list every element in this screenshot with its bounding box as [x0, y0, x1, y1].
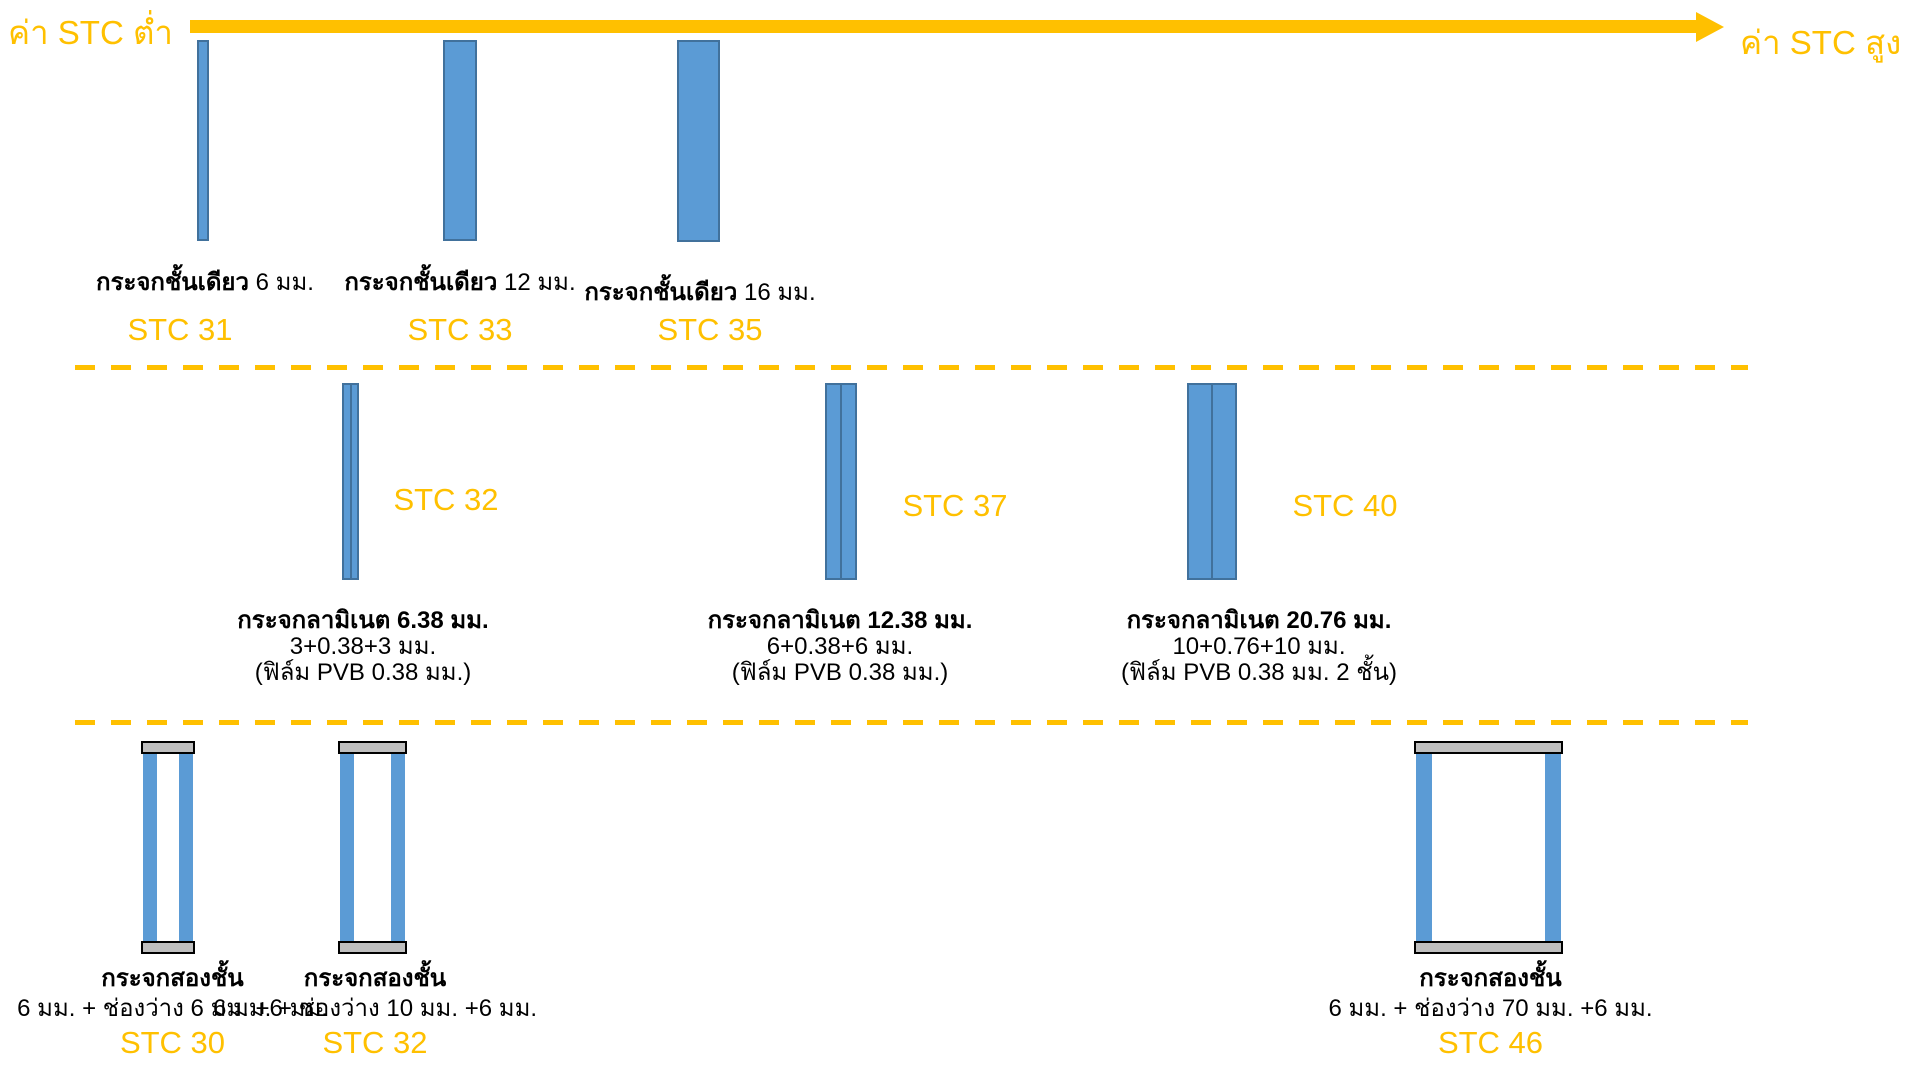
- stc-32-laminated-badge: STC 32: [393, 482, 499, 517]
- single-glass-12mm-label: กระจกชั้นเดียว 12 มม.: [344, 269, 576, 296]
- glass-pane: [179, 754, 193, 941]
- stc-35-badge: STC 35: [657, 312, 763, 347]
- spacer-bar: [141, 941, 195, 954]
- row-separator-dashed-line: [75, 720, 1748, 725]
- glass-pane: [391, 754, 405, 941]
- stc-37-badge: STC 37: [902, 488, 1008, 523]
- spacer-bar: [141, 741, 195, 754]
- laminated-glass-12.38mm-figure: [825, 383, 857, 580]
- laminated-glass-6.38mm-label: กระจกลามิเนต 6.38 มม. 3+0.38+3 มม. (ฟิล์…: [237, 607, 489, 686]
- single-glass-6mm-figure: [197, 40, 209, 241]
- double-glazing-6mm-gap-figure: [141, 741, 195, 954]
- laminated-glass-12.38mm-label: กระจกลามิเนต 12.38 มม. 6+0.38+6 มม. (ฟิล…: [707, 607, 973, 686]
- double-glazing-10mm-gap-figure: [338, 741, 407, 954]
- glass-pane: [1545, 754, 1561, 941]
- laminated-glass-20.76mm-label: กระจกลามิเนต 20.76 มม. 10+0.76+10 มม. (ฟ…: [1121, 607, 1397, 686]
- stc-axis-arrow: [190, 20, 1697, 33]
- stc-32-double-badge: STC 32: [322, 1025, 428, 1060]
- double-glazing-70mm-gap-label: กระจกสองชั้น 6 มม. + ช่องว่าง 70 มม. +6 …: [1318, 964, 1663, 1058]
- stc-33-badge: STC 33: [407, 312, 513, 347]
- spacer-bar: [338, 941, 407, 954]
- glass-pane: [143, 754, 157, 941]
- arrow-head-icon: [1696, 12, 1724, 42]
- stc-31-badge: STC 31: [127, 312, 233, 347]
- spacer-bar: [1414, 741, 1563, 754]
- single-glass-16mm-figure: [677, 40, 720, 242]
- stc-46-badge: STC 46: [1437, 1025, 1544, 1060]
- glass-pane: [1416, 754, 1432, 941]
- double-glazing-10mm-gap-label: กระจกสองชั้น 6 มม. + ช่องว่าง 10 มม. +6 …: [195, 964, 555, 1058]
- laminated-glass-6.38mm-figure: [342, 383, 359, 580]
- stc-30-badge: STC 30: [119, 1025, 226, 1060]
- row-separator-dashed-line: [75, 365, 1748, 370]
- low-stc-label: ค่า STC ต่ำ: [8, 14, 173, 51]
- glass-pane: [340, 754, 354, 941]
- stc-40-badge: STC 40: [1292, 488, 1398, 523]
- double-glazing-70mm-gap-figure: [1414, 741, 1563, 954]
- single-glass-12mm-figure: [443, 40, 477, 241]
- spacer-bar: [1414, 941, 1563, 954]
- high-stc-label: ค่า STC สูง: [1740, 24, 1902, 61]
- single-glass-6mm-label: กระจกชั้นเดียว 6 มม.: [96, 269, 314, 296]
- single-glass-16mm-label: กระจกชั้นเดียว 16 มม.: [584, 279, 816, 306]
- spacer-bar: [338, 741, 407, 754]
- double-glazing-6mm-gap-label: กระจกสองชั้น 6 มม. + ช่องว่าง 6 มม. +6 ม…: [0, 964, 345, 1058]
- laminated-glass-20.76mm-figure: [1187, 383, 1237, 580]
